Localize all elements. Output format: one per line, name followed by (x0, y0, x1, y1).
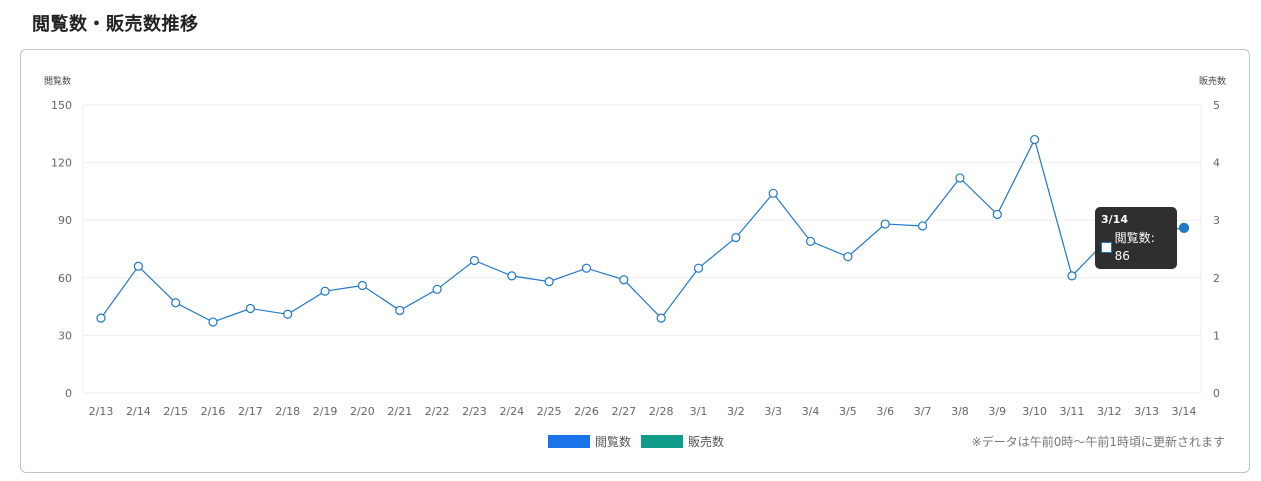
views-point (843, 252, 853, 262)
legend-swatch-sales (641, 435, 684, 448)
x-tick-label: 2/13 (89, 405, 114, 418)
views-point (768, 188, 778, 198)
y-left-tick-label: 0 (65, 387, 72, 400)
y-right-axis-title: 販売数 (1199, 75, 1226, 87)
chart-card (20, 49, 1250, 473)
x-tick-label: 3/13 (1134, 405, 1159, 418)
views-point (1178, 222, 1190, 233)
views-point (917, 221, 928, 231)
y-left-tick-label: 30 (58, 329, 72, 342)
x-tick-label: 3/7 (914, 405, 932, 418)
x-tick-label: 2/20 (350, 405, 375, 418)
views-point (619, 275, 629, 285)
views-point (171, 298, 181, 308)
views-point (805, 236, 816, 246)
views-point (208, 317, 218, 327)
x-tick-label: 3/4 (802, 405, 820, 418)
views-points (96, 134, 1190, 327)
legend-item-sales[interactable]: 販売数 (641, 433, 724, 450)
y-right-tick-label: 3 (1213, 214, 1220, 227)
legend-label-views: 閲覧数 (595, 435, 632, 449)
x-tick-label: 2/17 (238, 405, 263, 418)
views-point (656, 313, 666, 323)
views-point (693, 263, 704, 273)
views-point (96, 313, 106, 323)
x-tick-label: 3/10 (1022, 405, 1047, 418)
views-point (320, 286, 330, 296)
views-point (880, 219, 890, 229)
x-tick-label: 2/18 (275, 405, 300, 418)
views-point (357, 280, 368, 291)
views-point (1030, 134, 1040, 145)
axes: 150 5 120 4 90 3 60 2 30 1 0 0 閲覧数 販売数 2/13 2/14 2/15 2/1… (44, 75, 1226, 418)
views-line (100, 137, 1185, 323)
update-footnote: ※データは午前0時〜午前1時頃に更新されます (971, 435, 1225, 449)
views-point (432, 284, 442, 294)
y-left-tick-label: 150 (51, 99, 72, 112)
x-tick-label: 3/1 (690, 405, 708, 418)
y-left-tick-label: 120 (51, 157, 72, 170)
x-tick-label: 2/19 (313, 405, 338, 418)
x-tick-label: 2/25 (537, 405, 562, 418)
y-right-tick-label: 2 (1213, 272, 1220, 285)
x-tick-label: 3/8 (951, 405, 969, 418)
x-tick-label: 2/23 (462, 405, 487, 418)
y-left-tick-label: 90 (58, 214, 72, 227)
views-point (955, 173, 965, 183)
legend-item-views[interactable]: 閲覧数 (548, 433, 631, 450)
views-point (395, 305, 405, 316)
x-tick-label: 3/6 (876, 405, 894, 418)
tooltip-title: 3/14 (1101, 213, 1128, 226)
y-left-axis-title: 閲覧数 (44, 75, 71, 87)
page-title: 閲覧数・販売数推移 (32, 14, 199, 35)
tooltip-swatch (1101, 241, 1112, 253)
x-tick-label: 3/14 (1172, 405, 1197, 418)
y-right-tick-label: 1 (1213, 329, 1220, 342)
x-tick-label: 2/22 (425, 405, 450, 418)
views-point (507, 271, 517, 281)
views-point (283, 309, 293, 319)
x-tick-label: 2/16 (201, 405, 226, 418)
x-tick-label: 3/2 (727, 405, 745, 418)
chart-tooltip: 3/14 閲覧数: 86 (1095, 207, 1177, 269)
views-point (133, 261, 143, 271)
x-tick-label: 2/21 (387, 405, 412, 418)
x-tick-label: 2/28 (649, 405, 674, 418)
x-tick-label: 2/14 (126, 405, 151, 418)
legend-label-sales: 販売数 (688, 435, 725, 449)
x-tick-label: 3/3 (764, 405, 782, 418)
views-series (100, 137, 1185, 323)
y-left-tick-label: 60 (58, 272, 72, 285)
x-tick-label: 3/12 (1097, 405, 1122, 418)
chart-legend: 閲覧数 販売数 (548, 433, 734, 450)
y-right-tick-label: 4 (1213, 157, 1220, 170)
views-point (469, 255, 480, 266)
y-right-tick-label: 0 (1213, 387, 1220, 400)
legend-swatch-views (548, 435, 590, 448)
x-tick-label: 2/24 (499, 405, 524, 418)
x-tick-label: 3/9 (988, 405, 1006, 418)
y-right-tick-label: 5 (1213, 99, 1220, 112)
tooltip-value: 閲覧数: 86 (1114, 231, 1155, 263)
x-tick-label: 3/5 (839, 405, 857, 418)
views-point (581, 263, 592, 273)
x-tick-label: 2/15 (163, 405, 188, 418)
views-point (992, 209, 1002, 220)
tooltip-row: 閲覧数: 86 (1101, 229, 1171, 265)
views-point (245, 303, 255, 314)
x-tick-label: 2/26 (574, 405, 599, 418)
views-point (731, 232, 741, 243)
views-point (1067, 271, 1077, 281)
views-point (544, 277, 554, 287)
grid-lines (82, 104, 1202, 394)
x-tick-label: 2/27 (611, 405, 636, 418)
x-tick-label: 3/11 (1060, 405, 1085, 418)
